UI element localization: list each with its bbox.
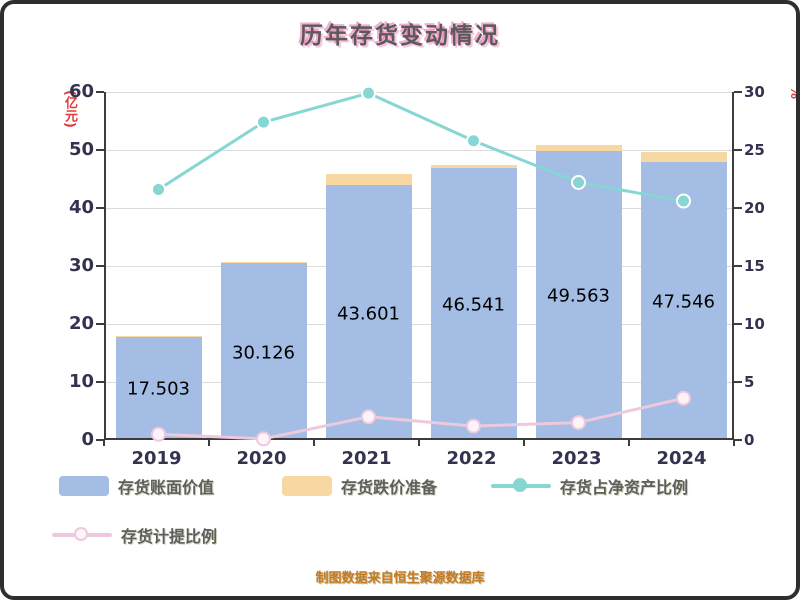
y-right-tick-mark <box>734 381 742 383</box>
legend-line-swatch-pink <box>52 525 112 545</box>
line-provision-ratio-marker <box>256 431 271 447</box>
line-provision-ratio-marker <box>151 426 166 442</box>
y-right-tick-mark <box>734 265 742 267</box>
y-left-tick-mark <box>96 323 104 325</box>
y-right-tick-mark <box>734 91 742 93</box>
y-left-tick-label: 30 <box>68 255 94 276</box>
x-axis-tick-mark <box>733 440 735 446</box>
bar-provision-segment <box>640 151 727 163</box>
bar-provision-segment <box>115 335 202 337</box>
bar-value-label: 49.563 <box>547 285 610 307</box>
plot-area: 17.503 30.126 43.601 46.541 49.563 47.546 <box>104 85 734 447</box>
legend-label: 存货占净资产比例 <box>560 478 689 497</box>
y-left-tick-mark <box>96 207 104 209</box>
y-left-tick-mark <box>96 381 104 383</box>
legend-item-book-value[interactable]: 存货账面价值 <box>59 474 214 498</box>
y-left-tick-label: 10 <box>68 371 94 392</box>
x-axis-tick-mark <box>103 440 105 446</box>
y-right-tick-mark <box>734 323 742 325</box>
x-axis-tick-mark <box>628 440 630 446</box>
bar-value-label: 43.601 <box>337 303 400 325</box>
line-series-layer <box>151 85 691 447</box>
chart-title: 历年存货变动情况 <box>300 23 500 49</box>
y-right-tick-mark <box>734 207 742 209</box>
y-left-tick-label: 50 <box>68 139 94 160</box>
y-left-tick-mark <box>96 265 104 267</box>
legend-bar-swatch-orange <box>282 476 332 496</box>
left-axis-unit-label: (亿元) <box>62 90 77 128</box>
legend-item-net-asset-ratio[interactable]: 存货占净资产比例 <box>491 474 688 498</box>
line-net-asset-ratio-marker <box>361 85 376 101</box>
y-right-tick-mark <box>734 439 742 441</box>
grid-line <box>106 324 732 325</box>
grid-line <box>106 208 732 209</box>
x-axis-label: 2020 <box>236 448 287 469</box>
y-right-tick-label: 0 <box>744 431 755 449</box>
bar-value-label: 17.503 <box>127 378 190 400</box>
bar-provision-segment <box>220 262 307 264</box>
x-axis-label: 2021 <box>341 448 392 469</box>
bar-book-value <box>535 150 622 438</box>
legend-line-swatch-teal <box>491 476 551 496</box>
data-source-note: 制图数据来自恒生聚源数据库 <box>315 571 485 586</box>
line-net-asset-ratio-marker <box>466 133 481 149</box>
y-right-tick-label: 25 <box>744 141 765 159</box>
x-axis-label: 2019 <box>131 448 182 469</box>
y-left-tick-label: 40 <box>68 197 94 218</box>
legend-label: 存货计提比例 <box>121 527 218 546</box>
legend-label: 存货账面价值 <box>118 478 215 497</box>
bar-value-label: 47.546 <box>652 291 715 313</box>
y-left-tick-label: 60 <box>68 81 94 102</box>
x-axis-tick-mark <box>208 440 210 446</box>
bar-book-value <box>220 263 307 438</box>
y-left-tick-mark <box>96 91 104 93</box>
grid-line <box>106 150 732 151</box>
bar-book-value <box>430 168 517 438</box>
x-axis-tick-mark <box>418 440 420 446</box>
line-net-asset-ratio-marker <box>151 181 166 197</box>
bar-provision-segment <box>430 164 517 169</box>
legend-item-provision-ratio[interactable]: 存货计提比例 <box>52 523 217 547</box>
legend-item-provision[interactable]: 存货跌价准备 <box>282 474 437 498</box>
y-right-tick-label: 15 <box>744 257 765 275</box>
bar-provision-segment <box>535 144 622 151</box>
line-provision-ratio <box>158 396 684 441</box>
y-right-tick-mark <box>734 149 742 151</box>
line-provision-ratio-marker <box>676 390 691 406</box>
right-axis-unit-label: % <box>787 86 800 100</box>
line-net-asset-ratio-marker <box>256 114 271 130</box>
bar-value-label: 46.541 <box>442 294 505 316</box>
bar-book-value <box>115 336 202 438</box>
y-left-tick-label: 0 <box>81 429 94 450</box>
bar-book-value <box>325 185 412 438</box>
y-left-tick-label: 20 <box>68 313 94 334</box>
line-net-asset-ratio-marker <box>571 174 586 190</box>
line-provision-ratio-marker <box>571 415 586 431</box>
y-left-tick-mark <box>96 439 104 441</box>
line-net-asset-ratio <box>157 91 684 203</box>
x-axis-tick-mark <box>313 440 315 446</box>
line-provision-ratio-marker <box>466 418 481 434</box>
y-right-tick-label: 5 <box>744 373 755 391</box>
y-right-tick-label: 30 <box>744 83 765 101</box>
line-provision-ratio-marker <box>361 409 376 425</box>
x-axis-label: 2022 <box>446 448 497 469</box>
y-right-tick-label: 20 <box>744 199 765 217</box>
x-axis-tick-mark <box>523 440 525 446</box>
x-axis-label: 2024 <box>656 448 707 469</box>
legend-label: 存货跌价准备 <box>341 478 438 497</box>
line-net-asset-ratio-marker <box>676 193 691 209</box>
grid-line <box>106 382 732 383</box>
bar-provision-segment <box>325 174 412 186</box>
legend-bar-swatch-blue <box>59 476 109 496</box>
grid-line <box>106 266 732 267</box>
bar-value-label: 30.126 <box>232 342 295 364</box>
x-axis-label: 2023 <box>551 448 602 469</box>
grid-line <box>106 92 732 93</box>
y-left-tick-mark <box>96 149 104 151</box>
y-right-tick-label: 10 <box>744 315 765 333</box>
